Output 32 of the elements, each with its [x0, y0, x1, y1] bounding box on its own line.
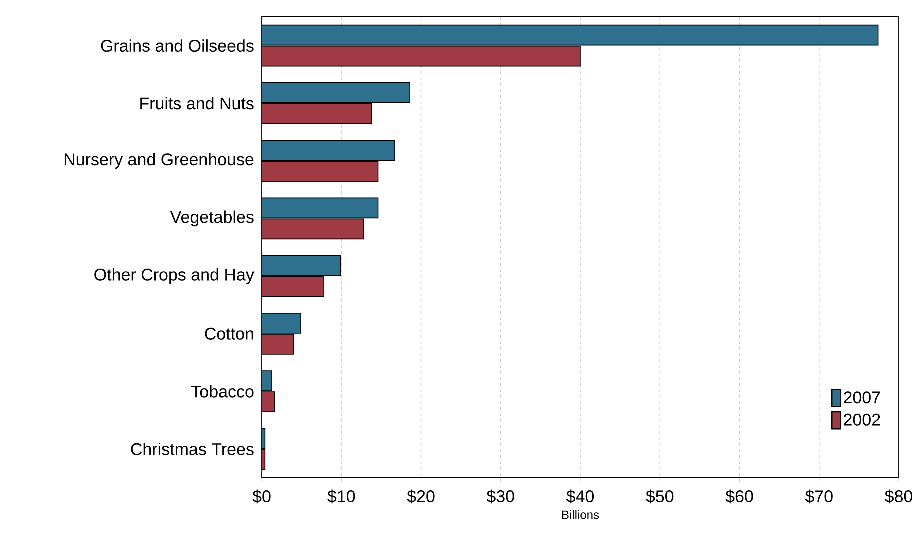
x-tick-label: $0: [252, 490, 271, 504]
bar: [262, 313, 302, 334]
y-tick-label: Nursery and Greenhouse: [64, 153, 254, 169]
x-axis-title: Billions: [562, 510, 600, 520]
legend-label: 2007: [844, 392, 880, 404]
bar: [262, 82, 411, 104]
x-tick-label: $70: [805, 490, 833, 504]
bar: [262, 198, 379, 219]
x-tick-label: $30: [486, 490, 514, 504]
x-tick-label: $20: [407, 490, 435, 504]
y-tick-label: Tobacco: [192, 385, 254, 398]
x-tick-label: $40: [566, 490, 594, 504]
bar: [262, 334, 294, 355]
bar: [262, 276, 325, 298]
y-tick-label: Cotton: [205, 328, 254, 340]
y-tick-label: Fruits and Nuts: [140, 97, 254, 110]
x-tick-label: $50: [646, 490, 674, 504]
bar: [262, 104, 372, 124]
bar: [262, 255, 342, 276]
y-tick-label: Vegetables: [170, 210, 254, 227]
bar: [262, 24, 879, 46]
bar: [262, 46, 581, 67]
bar: [262, 218, 364, 240]
y-tick-label: Grains and Oilseeds: [101, 40, 254, 52]
y-tick-label: Christmas Trees: [131, 442, 254, 456]
x-tick-label: $10: [328, 490, 356, 504]
bar: [262, 140, 396, 161]
x-tick-label: $60: [726, 490, 754, 504]
legend-label: 2002: [844, 414, 880, 426]
y-tick-label: Other Crops and Hay: [94, 268, 254, 284]
bar: [262, 161, 379, 182]
x-tick-label: $80: [885, 490, 913, 504]
